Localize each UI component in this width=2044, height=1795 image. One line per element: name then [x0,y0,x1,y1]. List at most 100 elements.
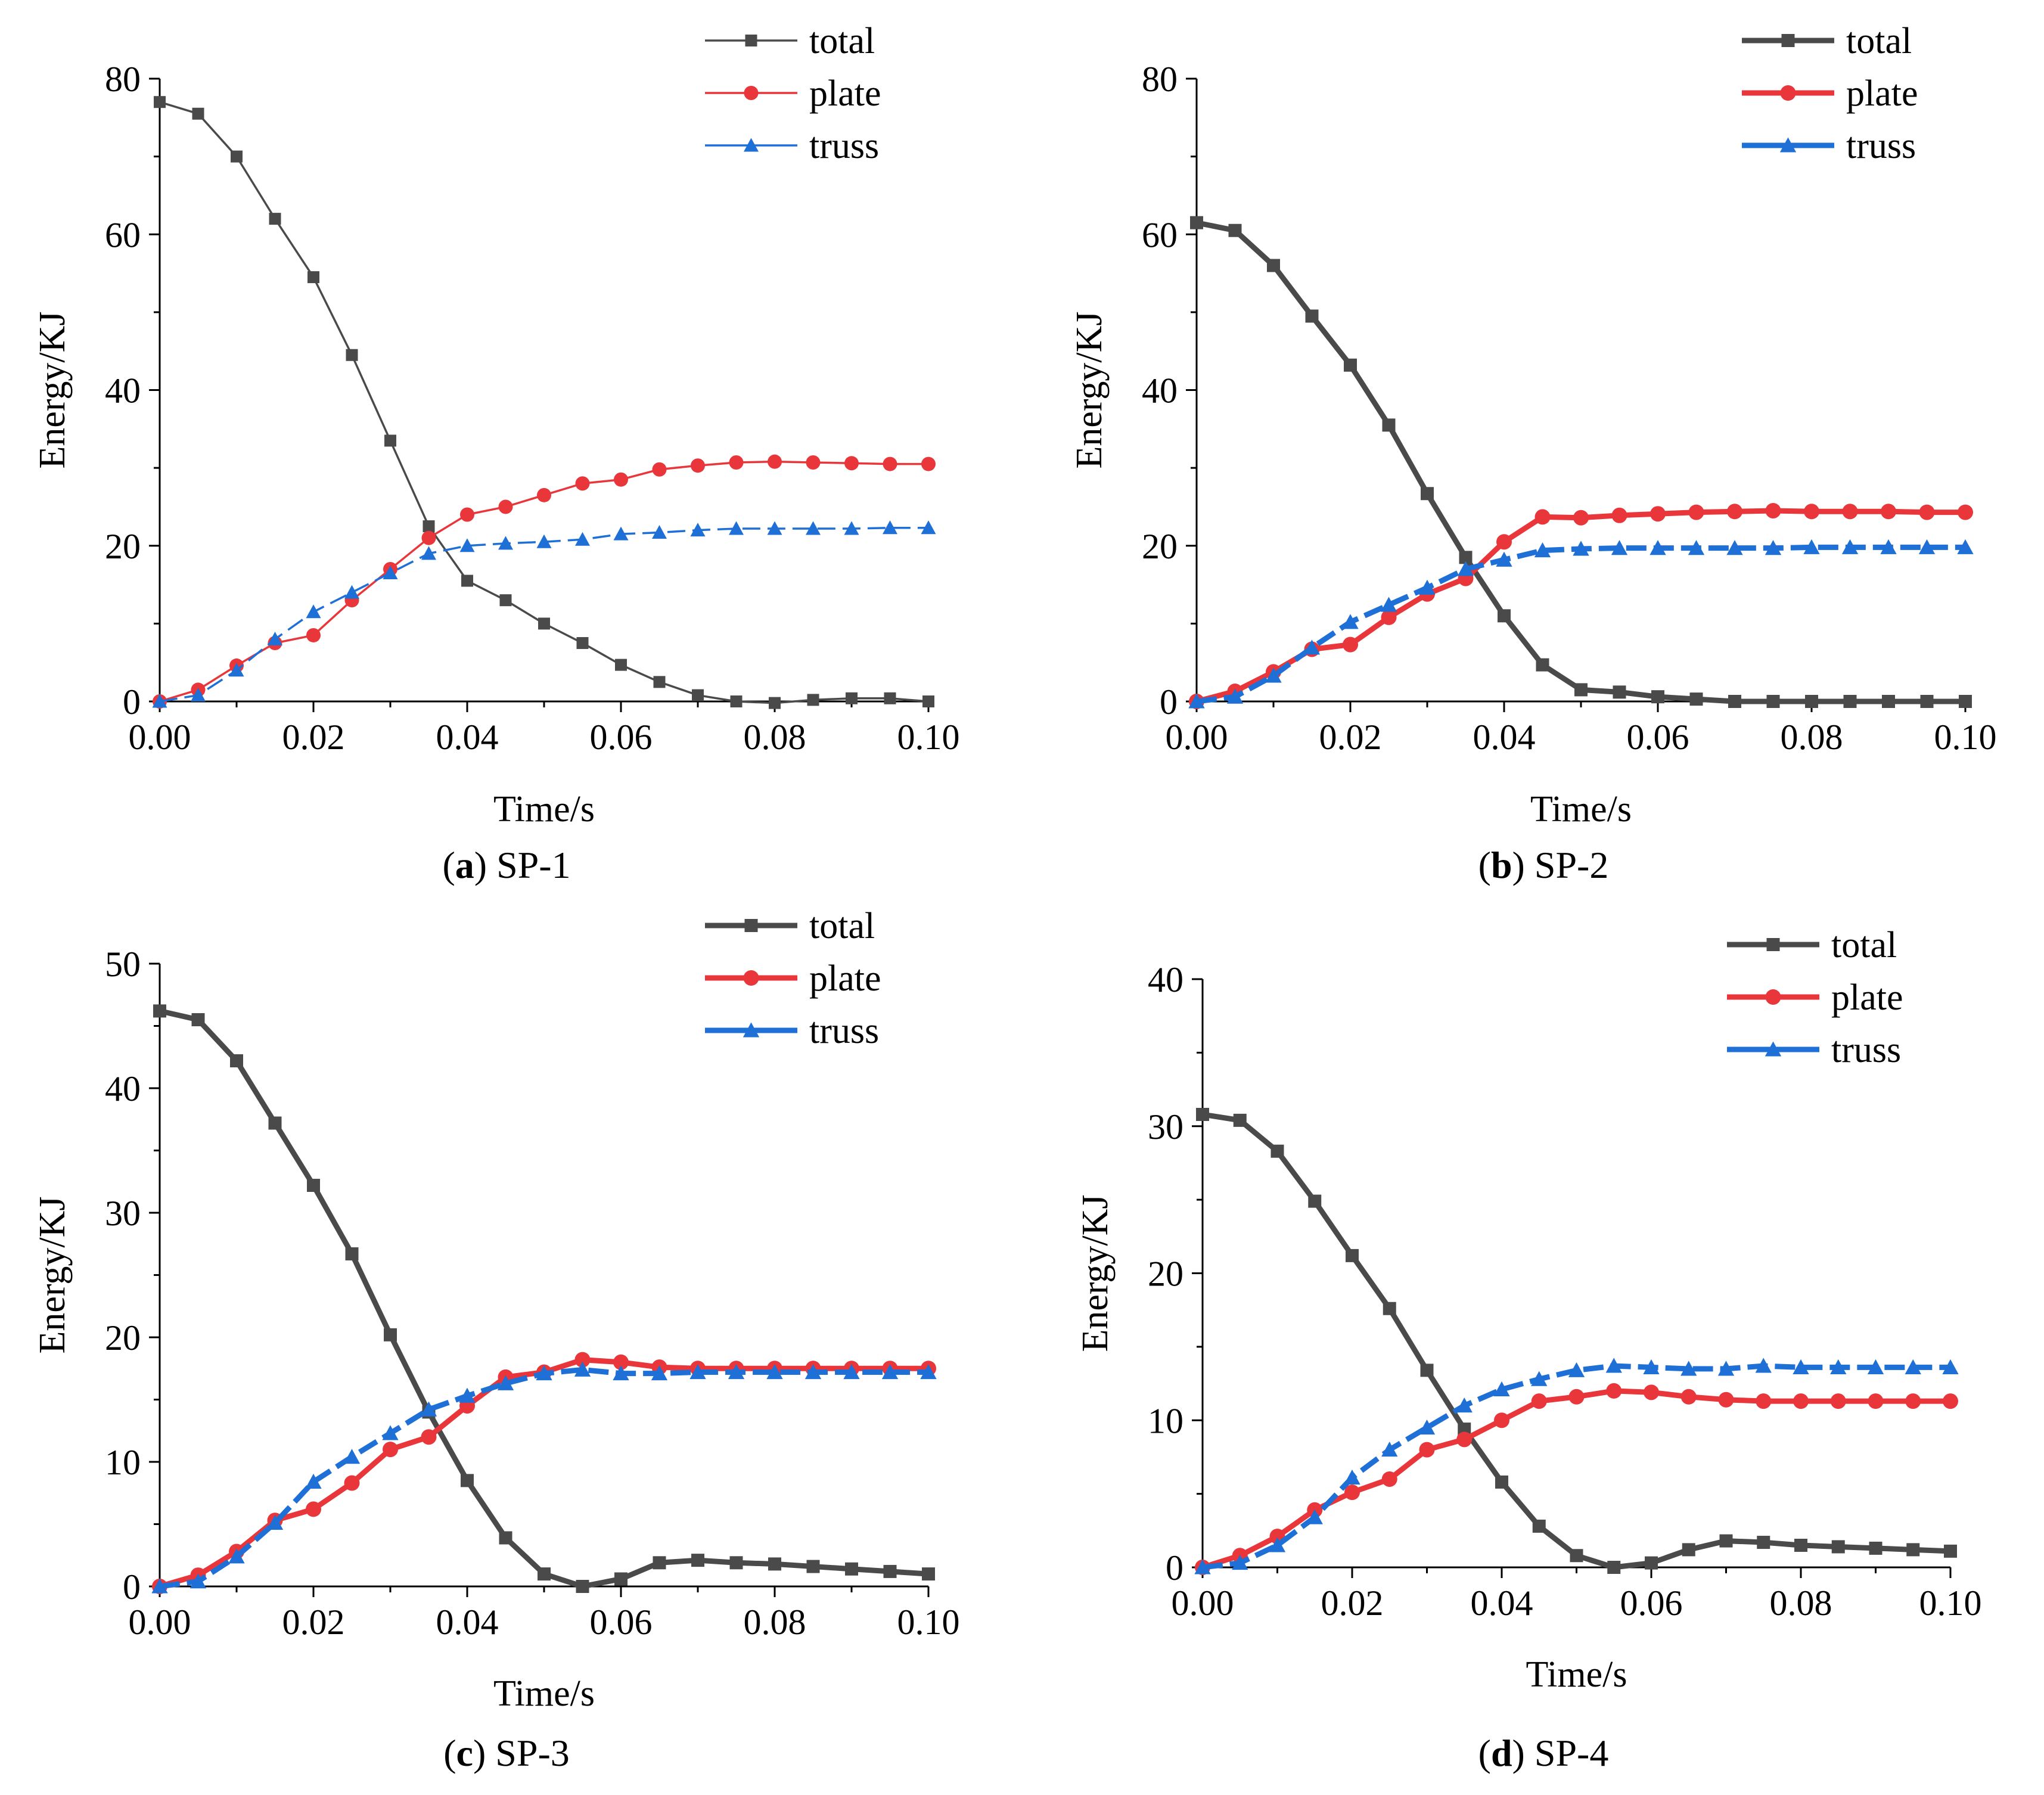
data-point-truss [152,694,167,708]
data-point-truss [843,1364,860,1380]
data-point-truss [767,521,782,535]
data-point-total [1228,223,1242,237]
caption-a-label: a [455,844,474,886]
legend-marker-total [1766,938,1780,951]
data-point-truss [1680,1361,1697,1376]
data-point-plate [1381,609,1397,625]
legend-label-plate: plate [809,73,881,114]
series-plate [153,454,936,709]
data-point-truss [690,523,706,537]
data-point-total [1794,1538,1807,1552]
y-tick-label: 80 [105,60,141,99]
data-point-truss [305,1473,322,1489]
legend-label-total: total [1846,21,1912,61]
data-point-total [1843,695,1857,708]
data-point-plate [575,476,590,491]
data-point-truss [613,526,629,541]
data-point-plate [1905,1393,1921,1409]
x-axis-label: Time/s [1530,789,1632,830]
legend-label-plate: plate [809,958,881,999]
series-line-total [1202,1111,1951,1570]
data-point-plate [806,455,821,470]
data-point-total [1190,216,1203,229]
data-point-total [1766,695,1780,708]
data-point-total [153,1004,166,1018]
series-line-truss [1202,1363,1950,1570]
x-tick-label: 0.04 [436,1603,499,1642]
caption-d-label: d [1490,1732,1512,1774]
y-axis-label: Energy/KJ [1069,311,1110,468]
data-point-truss [1957,539,1974,554]
data-point-total [1607,1561,1621,1574]
data-point-total [538,1567,551,1581]
data-point-total [1645,1556,1658,1570]
data-point-plate [383,1442,398,1458]
x-tick-label: 0.08 [744,718,806,757]
data-point-plate [306,1501,321,1517]
x-tick-label: 0.08 [744,1603,806,1642]
series-total [1190,216,1972,708]
y-axis-label: Energy/KJ [32,311,73,468]
data-point-total [230,1054,243,1068]
data-point-plate [421,1429,437,1445]
y-tick-label: 20 [105,527,141,566]
data-point-total [499,1531,512,1545]
y-tick-label: 40 [105,1069,141,1108]
chart-panel-a: 0.00 0.02 0.04 0.06 0.08 0.10 0 20 40 60 80 Time/s E… [32,21,960,830]
legend-marker-plate [1765,989,1781,1005]
x-tick-label: 0.10 [1919,1583,1982,1623]
data-point-truss [921,520,936,535]
legend-label-total: total [1831,925,1897,965]
data-point-plate [768,454,782,469]
data-point-truss [881,1364,899,1380]
data-point-total [1267,259,1280,272]
data-point-total [1233,1113,1247,1127]
data-point-total [1346,1249,1359,1262]
data-point-truss [1493,1381,1510,1396]
data-point-total [692,689,704,701]
data-point-truss [574,1361,591,1377]
x-tick-label: 0.00 [129,1603,191,1642]
data-point-truss [1194,1559,1211,1574]
data-point-plate [1804,504,1819,520]
x-tick-label: 0.06 [590,1603,653,1642]
data-point-total [307,271,319,284]
x-tick-label: 0.08 [1770,1583,1832,1623]
x-tick-label: 0.06 [1627,718,1689,757]
y-tick-label: 80 [1142,60,1178,99]
data-point-total [1757,1536,1770,1549]
caption-a-text: SP-1 [496,844,571,886]
data-point-total [1532,1519,1546,1533]
data-point-truss [151,1578,168,1594]
y-tick-label: 10 [1148,1401,1183,1440]
data-point-plate [1793,1393,1809,1409]
data-point-plate [1611,507,1627,523]
data-point-truss [498,536,513,550]
data-point-truss [806,521,821,535]
data-point-plate [1842,504,1858,520]
data-point-total [461,1474,474,1487]
data-point-total [1882,695,1895,708]
data-point-truss [920,1364,937,1380]
data-point-total [1719,1534,1733,1548]
data-point-total [614,1572,628,1586]
data-point-plate [652,462,667,477]
data-point-plate [1718,1392,1734,1408]
legend: total plate truss [1727,925,1903,1070]
data-point-plate [1919,504,1935,520]
x-tick-label: 0.02 [1321,1583,1384,1623]
data-point-truss [1726,540,1743,555]
data-point-plate [421,530,436,545]
data-point-total [384,434,396,447]
data-point-truss [1531,1371,1548,1386]
data-point-truss [651,1365,668,1381]
data-point-truss [1650,540,1666,555]
data-point-plate [1534,509,1551,525]
y-tick-label: 60 [105,215,141,254]
y-tick-label: 40 [105,371,141,411]
data-point-plate [1381,1471,1397,1487]
data-point-total [615,659,627,671]
data-point-total [1869,1541,1883,1555]
